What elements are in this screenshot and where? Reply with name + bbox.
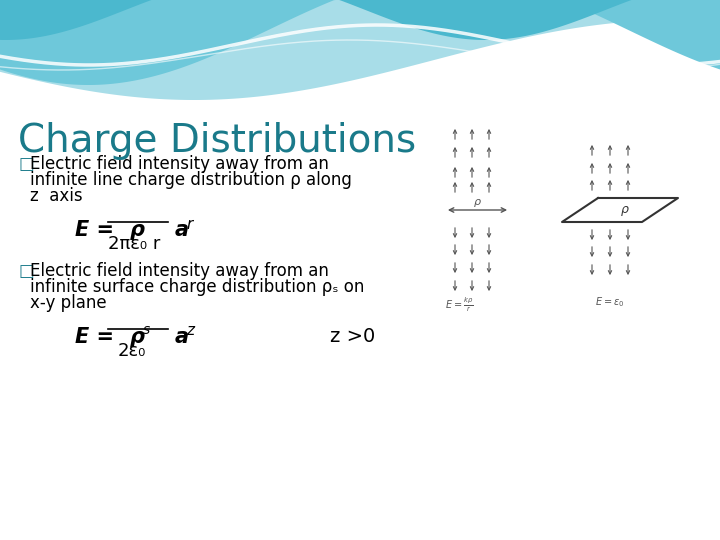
Text: a: a [175,327,189,347]
Text: ρ: ρ [474,197,480,207]
Text: ρ: ρ [130,327,145,347]
Text: ρ: ρ [130,220,145,240]
Text: Charge Distributions: Charge Distributions [18,122,416,160]
Text: a: a [175,220,189,240]
Polygon shape [0,0,720,85]
Text: 2ε₀: 2ε₀ [118,342,146,360]
Polygon shape [0,0,720,40]
Text: z: z [186,323,194,338]
Text: Electric field intensity away from an: Electric field intensity away from an [30,155,329,173]
Text: r: r [186,217,192,232]
Text: infinite surface charge distribution ρₛ on: infinite surface charge distribution ρₛ … [30,278,364,296]
Text: $E = \frac{k\rho}{r}$: $E = \frac{k\rho}{r}$ [445,295,474,314]
Text: z  axis: z axis [30,187,83,205]
Text: z >0: z >0 [330,327,375,346]
Text: infinite line charge distribution ρ along: infinite line charge distribution ρ alon… [30,171,352,189]
Text: 2πε₀ r: 2πε₀ r [108,235,161,253]
Text: E =: E = [75,327,121,347]
Text: ρ: ρ [621,204,629,217]
Text: $E = \varepsilon_0$: $E = \varepsilon_0$ [595,295,624,309]
Text: Electric field intensity away from an: Electric field intensity away from an [30,262,329,280]
Text: E =: E = [75,220,121,240]
Text: □: □ [18,155,34,173]
Text: □: □ [18,262,34,280]
Polygon shape [0,0,720,100]
Text: s: s [143,323,150,337]
Text: x-y plane: x-y plane [30,294,107,312]
